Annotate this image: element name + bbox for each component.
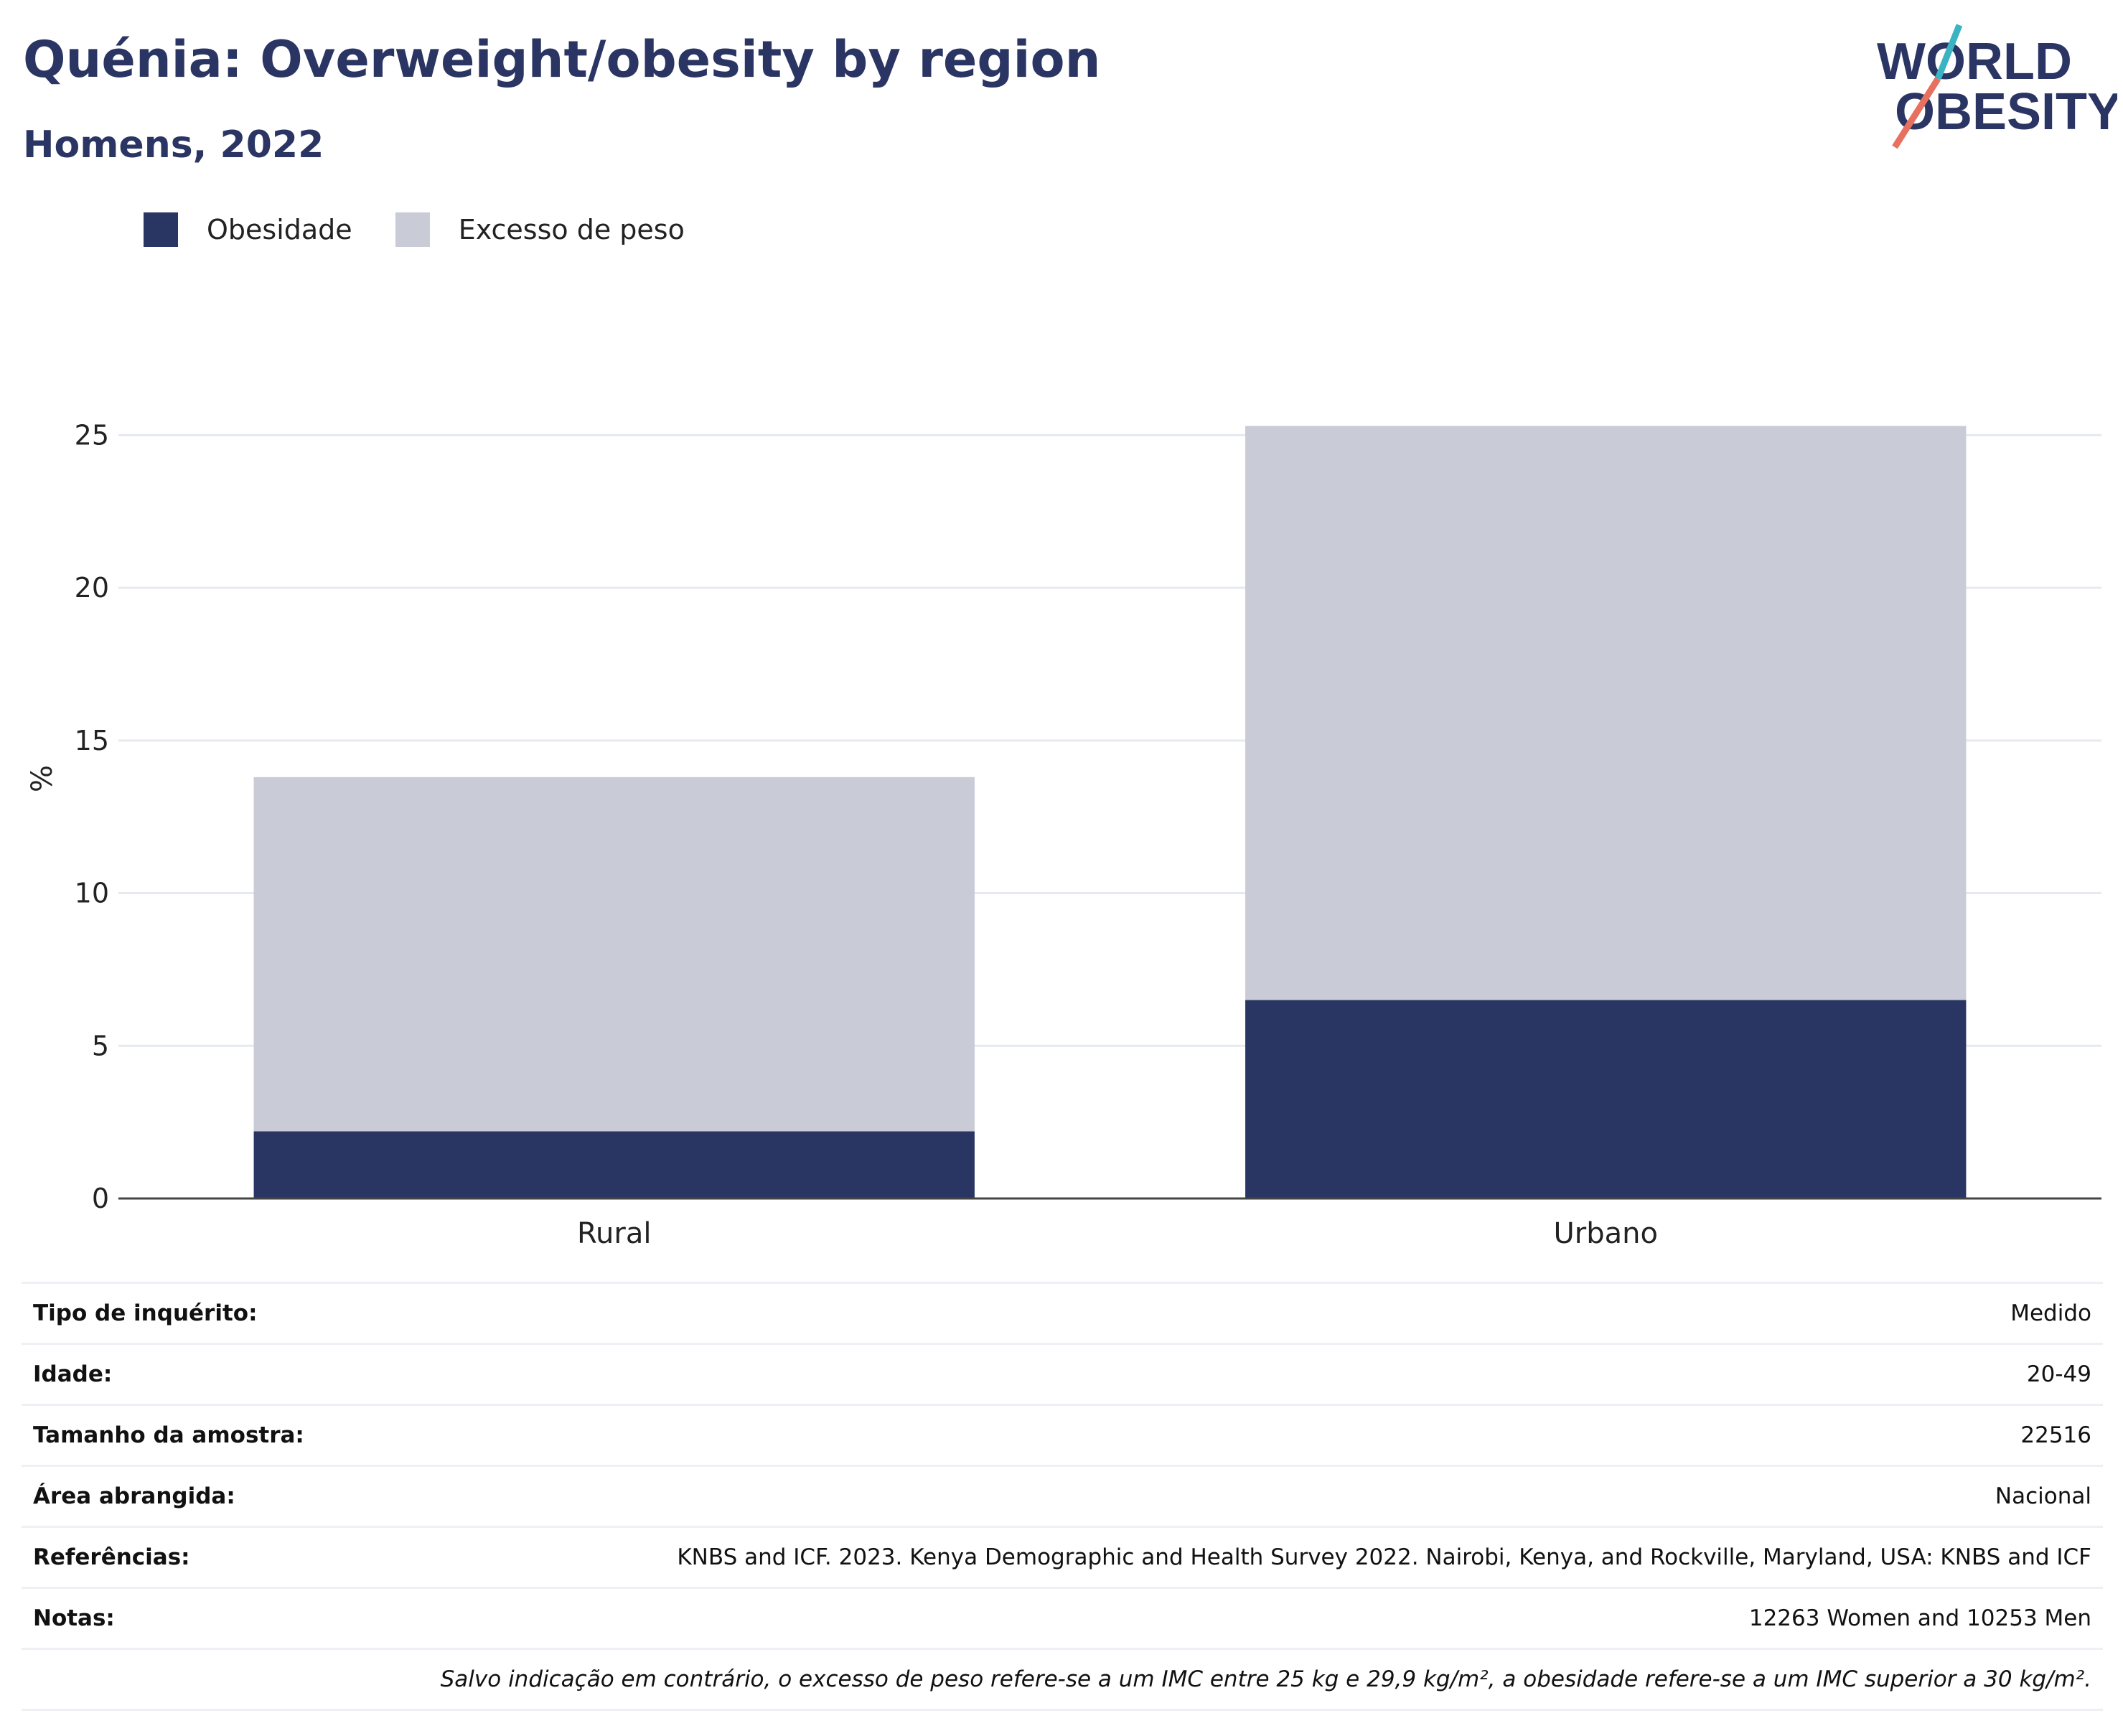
chart-legend: Obesidade Excesso de peso (144, 212, 728, 247)
y-axis-label: % (26, 765, 59, 792)
y-tick-label: 5 (92, 1030, 109, 1061)
logo-slash-coral (1892, 77, 1941, 149)
metadata-value: Nacional (1995, 1483, 2091, 1509)
metadata-footnote-row: Salvo indicação em contrário, o excesso … (22, 1648, 2103, 1711)
x-tick-label: Rural (577, 1217, 651, 1249)
y-tick-label: 15 (75, 725, 109, 756)
bar-obesity-urbano (1245, 1000, 1967, 1198)
logo-text-world: WORLD (1877, 33, 2072, 90)
metadata-label: Tamanho da amostra: (33, 1422, 304, 1448)
legend-swatch-overweight (395, 212, 430, 247)
bar-overweight-urbano (1245, 426, 1967, 1000)
metadata-value: 20-49 (2026, 1361, 2091, 1387)
chart-subtitle: Homens, 2022 (23, 123, 324, 166)
metadata-label: Área abrangida: (33, 1483, 235, 1509)
metadata-label: Notas: (33, 1605, 115, 1631)
legend-label-obesity: Obesidade (207, 214, 352, 245)
legend-swatch-obesity (144, 212, 178, 247)
metadata-row: Tipo de inquérito: Medido (22, 1282, 2103, 1343)
metadata-row: Referências: KNBS and ICF. 2023. Kenya D… (22, 1526, 2103, 1587)
metadata-value: 12263 Women and 10253 Men (1748, 1605, 2091, 1631)
bar-obesity-rural (253, 1131, 975, 1198)
metadata-row: Tamanho da amostra: 22516 (22, 1404, 2103, 1465)
y-tick-label: 25 (75, 419, 109, 451)
y-tick-label: 0 (92, 1183, 109, 1214)
bar-overweight-rural (253, 776, 975, 1132)
metadata-footnote: Salvo indicação em contrário, o excesso … (440, 1666, 2091, 1692)
legend-item-overweight[interactable]: Excesso de peso (395, 212, 685, 247)
metadata-value: KNBS and ICF. 2023. Kenya Demographic an… (677, 1544, 2091, 1570)
metadata-row: Idade: 20-49 (22, 1343, 2103, 1404)
legend-label-overweight: Excesso de peso (458, 214, 685, 245)
y-tick-label: 20 (75, 572, 109, 604)
metadata-row: Área abrangida: Nacional (22, 1465, 2103, 1526)
legend-item-obesity[interactable]: Obesidade (144, 212, 352, 247)
metadata-label: Tipo de inquérito: (33, 1300, 258, 1326)
y-tick-label: 10 (75, 878, 109, 909)
x-tick-label: Urbano (1554, 1217, 1658, 1249)
world-obesity-logo: WORLD OBESITY (1877, 24, 2117, 149)
stacked-bar-chart: 0 5 10 15 20 25% Rural Urbano (26, 419, 2101, 1249)
metadata-label: Referências: (33, 1544, 190, 1570)
survey-metadata-table: Tipo de inquérito: Medido Idade: 20-49 T… (22, 1282, 2103, 1711)
metadata-value: 22516 (2020, 1422, 2091, 1448)
chart-title: Quénia: Overweight/obesity by region (23, 30, 1101, 89)
logo-slash-teal (1934, 24, 1963, 80)
metadata-label: Idade: (33, 1361, 113, 1387)
metadata-value: Medido (2010, 1300, 2091, 1326)
metadata-row: Notas: 12263 Women and 10253 Men (22, 1587, 2103, 1648)
